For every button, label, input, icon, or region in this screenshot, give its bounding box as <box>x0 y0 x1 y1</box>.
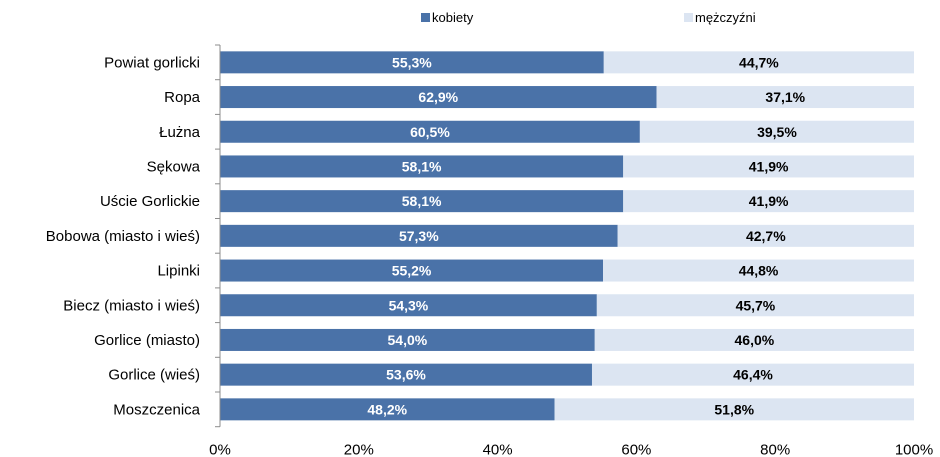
data-label-mezczyzni: 44,7% <box>739 54 779 70</box>
bar-mezczyzni <box>603 51 914 74</box>
bar-kobiety <box>220 224 618 247</box>
data-label-kobiety: 62,9% <box>418 89 458 105</box>
legend-swatch <box>421 13 430 22</box>
category-label: Biecz (miasto i wieś) <box>63 297 200 314</box>
x-tick-label: 60% <box>621 442 651 457</box>
bar-mezczyzni <box>591 363 914 386</box>
x-tick-label: 20% <box>344 442 374 457</box>
bar-kobiety <box>220 259 604 282</box>
category-label: Gorlice (wieś) <box>108 367 200 384</box>
category-label: Uście Gorlickie <box>100 193 200 210</box>
legend: kobiety mężczyźni <box>421 10 756 25</box>
data-label-mezczyzni: 45,7% <box>736 297 776 313</box>
category-label: Łużna <box>159 124 201 141</box>
x-tick-label: 80% <box>760 442 790 457</box>
data-label-kobiety: 54,0% <box>388 332 428 348</box>
bar-mezczyzni <box>554 398 914 421</box>
bar-kobiety <box>220 86 657 109</box>
bar-kobiety <box>220 294 597 317</box>
axes: Powiat gorlicki Ropa Łużna Sękowa Uście Gorl… <box>46 44 933 457</box>
category-label: Gorlice (miasto) <box>94 332 200 349</box>
bar-kobiety <box>220 363 592 386</box>
bar-kobiety <box>220 51 604 74</box>
bar-mezczyzni <box>623 155 914 178</box>
data-label-mezczyzni: 46,0% <box>735 332 775 348</box>
bar-mezczyzni <box>596 294 914 317</box>
data-label-kobiety: 58,1% <box>402 193 442 209</box>
data-label-kobiety: 57,3% <box>399 228 439 244</box>
bar-kobiety <box>220 155 624 178</box>
data-label-mezczyzni: 51,8% <box>714 401 754 417</box>
data-label-kobiety: 48,2% <box>367 401 407 417</box>
bar-mezczyzni <box>594 328 914 351</box>
category-label: Lipinki <box>157 263 200 280</box>
bar-mezczyzni <box>656 86 914 109</box>
x-tick-label: 100% <box>895 442 933 457</box>
data-label-kobiety: 55,2% <box>392 263 432 279</box>
category-label: Sękowa <box>147 158 201 175</box>
plot-area: 55,3% 44,7% 62,9% 37,1% 60,5% 39,5% 58,1% 41,9%… <box>220 51 914 421</box>
x-tick-label: 0% <box>209 442 231 457</box>
bar-kobiety <box>220 190 624 213</box>
bar-kobiety <box>220 328 595 351</box>
bar-mezczyzni <box>639 120 914 143</box>
data-label-mezczyzni: 41,9% <box>749 193 789 209</box>
data-label-mezczyzni: 44,8% <box>739 263 779 279</box>
data-label-mezczyzni: 37,1% <box>765 89 805 105</box>
category-label: Powiat gorlicki <box>104 54 200 71</box>
legend-swatch <box>684 13 693 22</box>
data-label-kobiety: 55,3% <box>392 54 432 70</box>
data-label-kobiety: 60,5% <box>410 124 450 140</box>
bar-mezczyzni <box>617 224 914 247</box>
bar-kobiety <box>220 398 555 421</box>
x-tick-label: 40% <box>483 442 513 457</box>
bar-mezczyzni <box>603 259 914 282</box>
legend-label: kobiety <box>432 10 474 25</box>
data-label-kobiety: 54,3% <box>389 297 429 313</box>
category-label: Ropa <box>164 89 201 106</box>
data-label-kobiety: 58,1% <box>402 158 442 174</box>
data-label-mezczyzni: 42,7% <box>746 228 786 244</box>
legend-label: mężczyźni <box>695 10 756 25</box>
category-label: Moszczenica <box>113 401 200 418</box>
bar-mezczyzni <box>623 190 914 213</box>
data-label-kobiety: 53,6% <box>386 367 426 383</box>
data-label-mezczyzni: 39,5% <box>757 124 797 140</box>
data-label-mezczyzni: 41,9% <box>749 158 789 174</box>
data-label-mezczyzni: 46,4% <box>733 367 773 383</box>
category-label: Bobowa (miasto i wieś) <box>46 228 200 245</box>
bar-kobiety <box>220 120 640 143</box>
